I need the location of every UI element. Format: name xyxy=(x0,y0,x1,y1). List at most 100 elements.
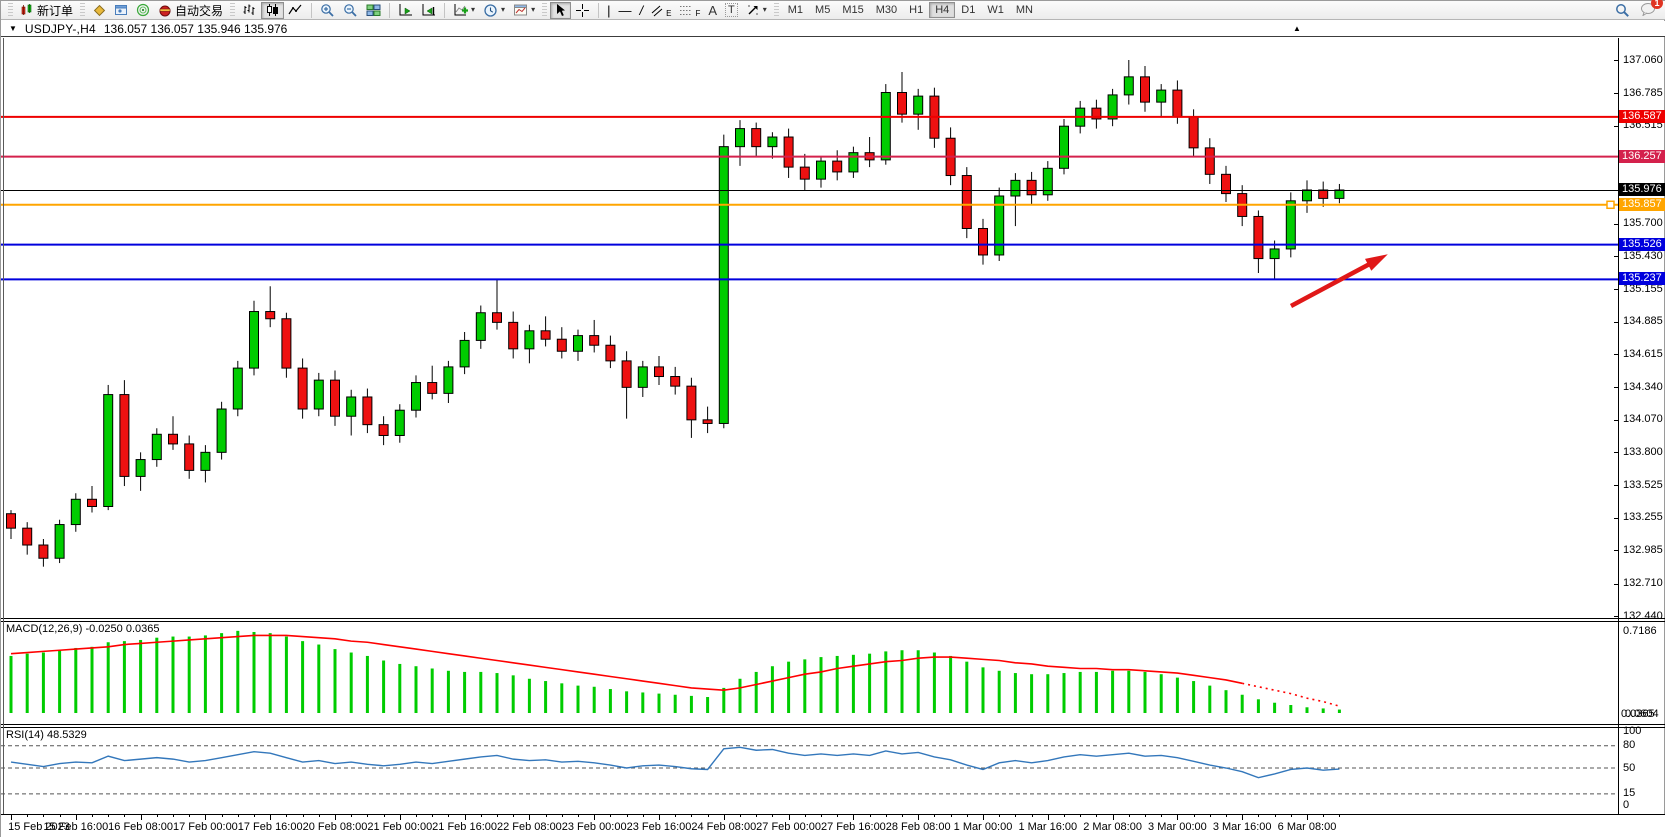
price-tick-label: 132.985 xyxy=(1623,543,1663,556)
macd-panel xyxy=(9,630,1341,713)
timeframe-m15[interactable]: M15 xyxy=(836,2,869,18)
time-tick-minor xyxy=(59,815,61,817)
vertical-line-button[interactable]: | xyxy=(603,2,614,19)
chart-shift-marker-icon[interactable]: ▲ xyxy=(1293,24,1301,33)
macd-label: MACD(12,26,9) -0.0250 0.0365 xyxy=(6,623,160,635)
macd-histogram-bar xyxy=(1337,709,1341,713)
panel-separator[interactable] xyxy=(1,727,1665,728)
time-tick-minor xyxy=(934,815,936,817)
cursor-button[interactable] xyxy=(550,1,572,19)
timeframe-d1[interactable]: D1 xyxy=(955,2,981,18)
rsi-line xyxy=(10,746,1340,779)
chart-line-button[interactable] xyxy=(284,2,307,19)
candle-up xyxy=(1010,179,1021,197)
time-tick-major xyxy=(918,815,920,820)
timeframe-h4[interactable]: H4 xyxy=(929,2,956,18)
signals-button[interactable] xyxy=(132,2,154,19)
price-tick-mark xyxy=(1614,387,1618,389)
price-tick-mark xyxy=(1614,289,1618,291)
clock-icon xyxy=(484,3,497,17)
arrows-button[interactable]: ▾ xyxy=(742,2,771,19)
macd-histogram-bar xyxy=(41,652,45,713)
panel-separator[interactable] xyxy=(1,724,1665,725)
auto-scroll-button[interactable] xyxy=(394,2,417,19)
time-tick-major xyxy=(75,815,77,820)
panel-separator[interactable] xyxy=(1,618,1665,619)
indicators-button[interactable]: ▾ xyxy=(449,2,479,19)
macd-axis-max-label: 0.7186 xyxy=(1623,625,1657,637)
candle-down xyxy=(1221,173,1231,195)
fibonacci-button[interactable]: F xyxy=(675,2,704,19)
timeframe-m5[interactable]: M5 xyxy=(809,2,836,18)
timeframe-h1[interactable]: H1 xyxy=(903,2,929,18)
zoom-out-icon xyxy=(344,3,357,17)
chart-bars-button[interactable] xyxy=(238,2,261,19)
macd-histogram-bar xyxy=(576,685,580,713)
periods-button[interactable]: ▾ xyxy=(479,2,509,19)
macd-histogram-bar xyxy=(511,675,515,713)
time-tick-minor xyxy=(480,815,482,817)
templates-button[interactable]: ▾ xyxy=(509,2,539,19)
new-order-icon xyxy=(21,4,32,15)
tile-windows-button[interactable] xyxy=(362,2,385,19)
time-tick-major xyxy=(399,815,401,820)
new-order-button[interactable]: 新订单 xyxy=(16,2,77,19)
annotation-arrow-head[interactable] xyxy=(1365,254,1388,271)
templates-caret-icon[interactable]: ▾ xyxy=(531,5,536,14)
timeframe-w1[interactable]: W1 xyxy=(981,2,1010,18)
time-axis-label: 23 Feb 16:00 xyxy=(626,821,692,833)
group-handle[interactable] xyxy=(542,3,548,17)
zoom-in-button[interactable] xyxy=(316,2,339,19)
arrows-caret-icon[interactable]: ▾ xyxy=(762,5,767,14)
price-tick-mark xyxy=(1614,125,1618,127)
notifications-button[interactable]: 1 xyxy=(1640,0,1663,19)
macd-histogram-bar xyxy=(868,653,872,713)
time-tick-minor xyxy=(432,815,434,817)
macd-histogram-bar xyxy=(1046,674,1050,713)
symbol-dropdown-icon[interactable]: ▼ xyxy=(9,24,17,33)
candle-down xyxy=(265,311,276,320)
candle-up xyxy=(1334,189,1345,199)
indicators-caret-icon[interactable]: ▾ xyxy=(471,5,476,14)
candle-down xyxy=(168,433,178,445)
channel-button[interactable]: E xyxy=(647,2,675,19)
timeframe-mn[interactable]: MN xyxy=(1010,2,1039,18)
macd-histogram-bar xyxy=(1305,707,1309,713)
search-icon[interactable] xyxy=(1615,3,1630,18)
time-tick-minor xyxy=(1015,815,1017,817)
group-handle[interactable] xyxy=(230,3,236,17)
timeframe-m30[interactable]: M30 xyxy=(870,2,903,18)
price-tick-label: 132.440 xyxy=(1623,609,1663,622)
time-axis-label: 6 Mar 08:00 xyxy=(1277,821,1337,833)
time-tick-minor xyxy=(189,815,191,817)
candle-down xyxy=(330,379,340,417)
candle-down xyxy=(362,396,373,426)
zoom-out-button[interactable] xyxy=(339,2,362,19)
horizontal-line-button[interactable]: — xyxy=(614,2,635,19)
group-handle[interactable] xyxy=(80,3,86,17)
toolbar-separator xyxy=(389,2,391,18)
timeframe-m1[interactable]: M1 xyxy=(782,2,809,18)
annotation-arrow[interactable] xyxy=(1289,257,1381,308)
panel-separator[interactable] xyxy=(1,621,1665,622)
macd-signal-line xyxy=(10,634,1243,691)
chart-shift-button[interactable] xyxy=(417,2,440,19)
time-tick-minor xyxy=(351,815,353,817)
time-tick-minor xyxy=(740,815,741,817)
toolbar-drag-handle[interactable] xyxy=(8,3,13,17)
crosshair-button[interactable] xyxy=(571,2,594,19)
periods-caret-icon[interactable]: ▾ xyxy=(501,5,506,14)
time-tick-major xyxy=(205,815,207,820)
line-drag-handle[interactable] xyxy=(1606,200,1615,210)
chart-ohlc-values: 136.057 136.057 135.946 135.976 xyxy=(103,21,288,36)
chart-candles-button[interactable] xyxy=(261,1,285,19)
data-window-button[interactable] xyxy=(110,2,132,19)
trendline-button[interactable]: / xyxy=(635,2,647,19)
candle-up xyxy=(443,366,454,394)
text-label-button[interactable]: T xyxy=(721,2,742,19)
autotrading-button[interactable]: 自动交易 xyxy=(154,2,227,19)
group-handle[interactable] xyxy=(773,3,779,17)
profiles-button[interactable] xyxy=(88,2,110,19)
macd-histogram-bar xyxy=(122,641,126,713)
text-button[interactable]: A xyxy=(704,2,721,19)
